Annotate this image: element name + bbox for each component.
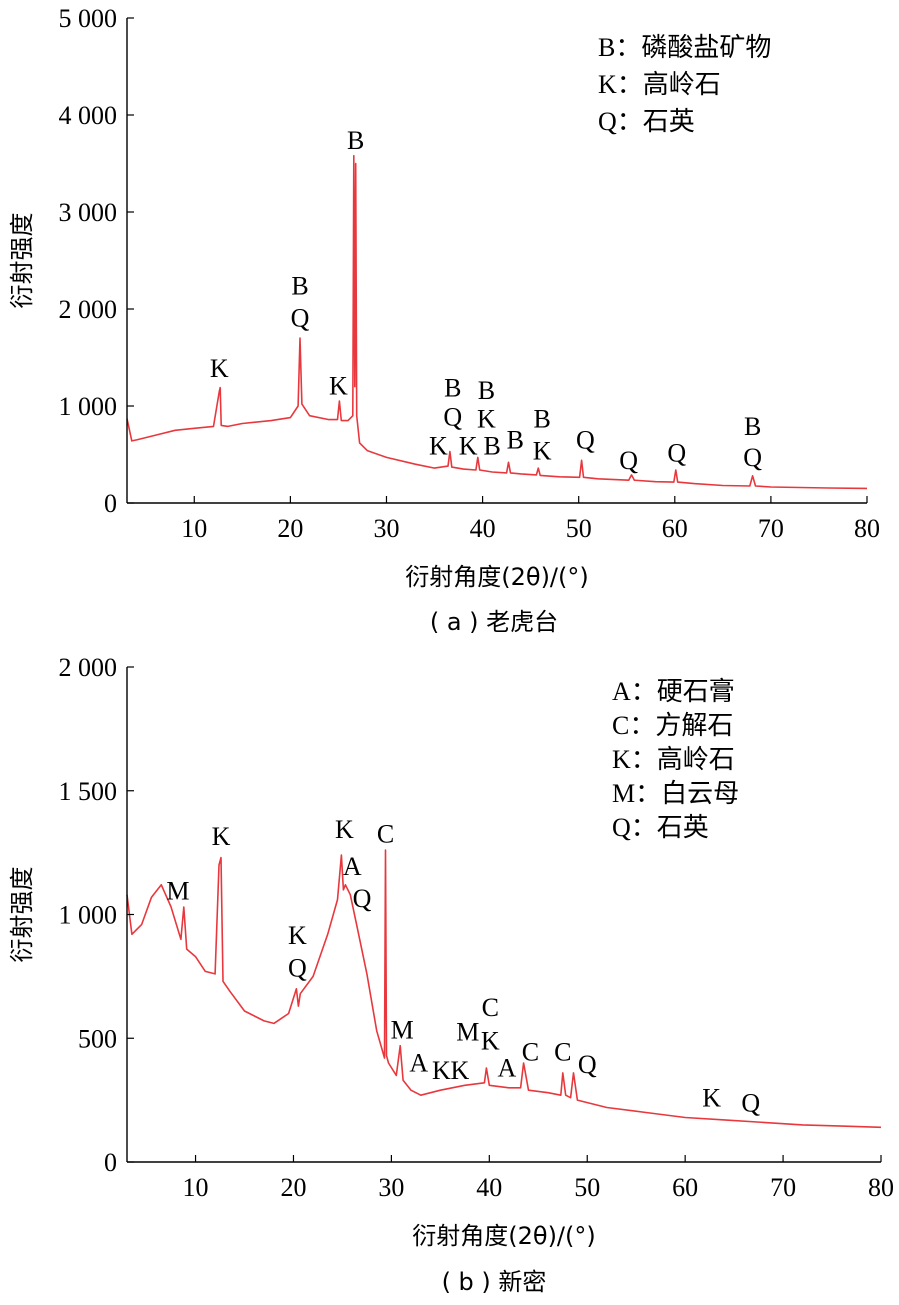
peak-label: K bbox=[432, 1056, 451, 1085]
chart-laohutai: 10 20 30 40 50 60 70 80 0 1 000 2 000 3 000 4 000 5 0… bbox=[8, 4, 880, 591]
x-tick-label: 60 bbox=[672, 1173, 698, 1202]
y-tick-label: 2 000 bbox=[59, 653, 118, 682]
peak-label: B bbox=[478, 376, 495, 405]
peak-label: M bbox=[456, 1018, 479, 1047]
peak-label: C bbox=[522, 1038, 539, 1067]
y-tick-label: 500 bbox=[78, 1024, 117, 1053]
peak-label: K bbox=[288, 921, 307, 950]
peak-label: B bbox=[507, 426, 524, 455]
x-tick-label: 50 bbox=[566, 514, 592, 543]
y-tick-label: 4 000 bbox=[59, 101, 118, 130]
x-axis-title: 衍射角度(2θ)/(°) bbox=[412, 1222, 596, 1250]
peak-label: Q bbox=[743, 443, 762, 472]
peak-label: M bbox=[166, 877, 189, 906]
peak-label: Q bbox=[576, 426, 595, 455]
legend-entry: Q：石英 bbox=[598, 107, 695, 136]
peak-label: Q bbox=[288, 953, 307, 982]
peak-label: C bbox=[377, 820, 394, 849]
x-tick-label: 20 bbox=[280, 1173, 306, 1202]
x-tick-label: 10 bbox=[181, 514, 207, 543]
x-axis-title: 衍射角度(2θ)/(°) bbox=[405, 563, 589, 591]
x-tick-label: 70 bbox=[770, 1173, 796, 1202]
y-tick-label: 1 500 bbox=[59, 777, 118, 806]
peak-label: B bbox=[744, 412, 761, 441]
peak-label: Q bbox=[353, 884, 372, 913]
legend-entry: K：高岭石 bbox=[598, 70, 721, 99]
peak-label: A bbox=[343, 852, 362, 881]
chart-xinmi: 10 20 30 40 50 60 70 80 0 500 1 000 1 500 2 000 衍射角度(… bbox=[8, 653, 894, 1250]
peak-label: K bbox=[210, 354, 229, 383]
y-axis-title: 衍射强度 bbox=[8, 867, 36, 963]
peak-label: K bbox=[481, 1026, 500, 1055]
x-tick-label: 30 bbox=[378, 1173, 404, 1202]
legend-entry: C：方解石 bbox=[612, 711, 733, 740]
y-tick-label: 1 000 bbox=[59, 392, 118, 421]
y-tick-label: 1 000 bbox=[59, 901, 118, 930]
x-tick-label: 30 bbox=[373, 514, 399, 543]
peak-label: K bbox=[335, 815, 354, 844]
peak-label: K bbox=[477, 404, 496, 433]
chart-b-caption: ( b ) 新密 bbox=[442, 1268, 547, 1296]
peak-label: K bbox=[702, 1083, 721, 1112]
series-line bbox=[126, 154, 868, 490]
y-tick-label: 2 000 bbox=[59, 295, 118, 324]
peak-label: Q bbox=[443, 402, 462, 431]
x-tick-label: 60 bbox=[662, 514, 688, 543]
legend-entry: A：硬石膏 bbox=[612, 677, 735, 706]
peak-label: B bbox=[533, 404, 550, 433]
x-tick-label: 80 bbox=[868, 1173, 894, 1202]
series-line bbox=[126, 849, 882, 1129]
peak-label: Q bbox=[741, 1088, 760, 1117]
x-tick-label: 80 bbox=[854, 514, 880, 543]
x-tick-label: 40 bbox=[476, 1173, 502, 1202]
chart-a-caption: ( a ) 老虎台 bbox=[430, 608, 558, 636]
peak-label: K bbox=[533, 436, 552, 465]
legend-entry: B：磷酸盐矿物 bbox=[598, 33, 771, 62]
peak-label: K bbox=[451, 1056, 470, 1085]
x-tick-label: 40 bbox=[470, 514, 496, 543]
peak-label: B bbox=[444, 373, 461, 402]
peak-label: B bbox=[291, 271, 308, 300]
peak-label: C bbox=[482, 993, 499, 1022]
y-axis-title: 衍射强度 bbox=[8, 213, 36, 309]
y-tick-label: 0 bbox=[104, 1148, 117, 1177]
peak-label: K bbox=[459, 432, 478, 461]
x-tick-label: 50 bbox=[574, 1173, 600, 1202]
peak-label: Q bbox=[619, 446, 638, 475]
peak-label: A bbox=[409, 1049, 428, 1078]
peak-label: A bbox=[498, 1054, 517, 1083]
x-tick-label: 20 bbox=[277, 514, 303, 543]
peak-label: B bbox=[347, 126, 364, 155]
legend-entry: M：白云母 bbox=[612, 779, 739, 808]
y-tick-label: 0 bbox=[104, 489, 117, 518]
peak-label: Q bbox=[667, 438, 686, 467]
y-tick-label: 5 000 bbox=[59, 4, 118, 33]
x-tick-label: 10 bbox=[183, 1173, 209, 1202]
legend-entry: Q：石英 bbox=[612, 813, 709, 842]
peak-label: K bbox=[429, 432, 448, 461]
peak-label: M bbox=[391, 1015, 414, 1044]
x-tick-label: 70 bbox=[758, 514, 784, 543]
peak-label: K bbox=[329, 371, 348, 400]
legend-entry: K：高岭石 bbox=[612, 745, 735, 774]
peak-label: C bbox=[554, 1038, 571, 1067]
peak-label: Q bbox=[578, 1050, 597, 1079]
y-tick-label: 3 000 bbox=[59, 198, 118, 227]
peak-label: Q bbox=[291, 303, 310, 332]
peak-label: B bbox=[484, 432, 501, 461]
peak-label: K bbox=[212, 822, 231, 851]
